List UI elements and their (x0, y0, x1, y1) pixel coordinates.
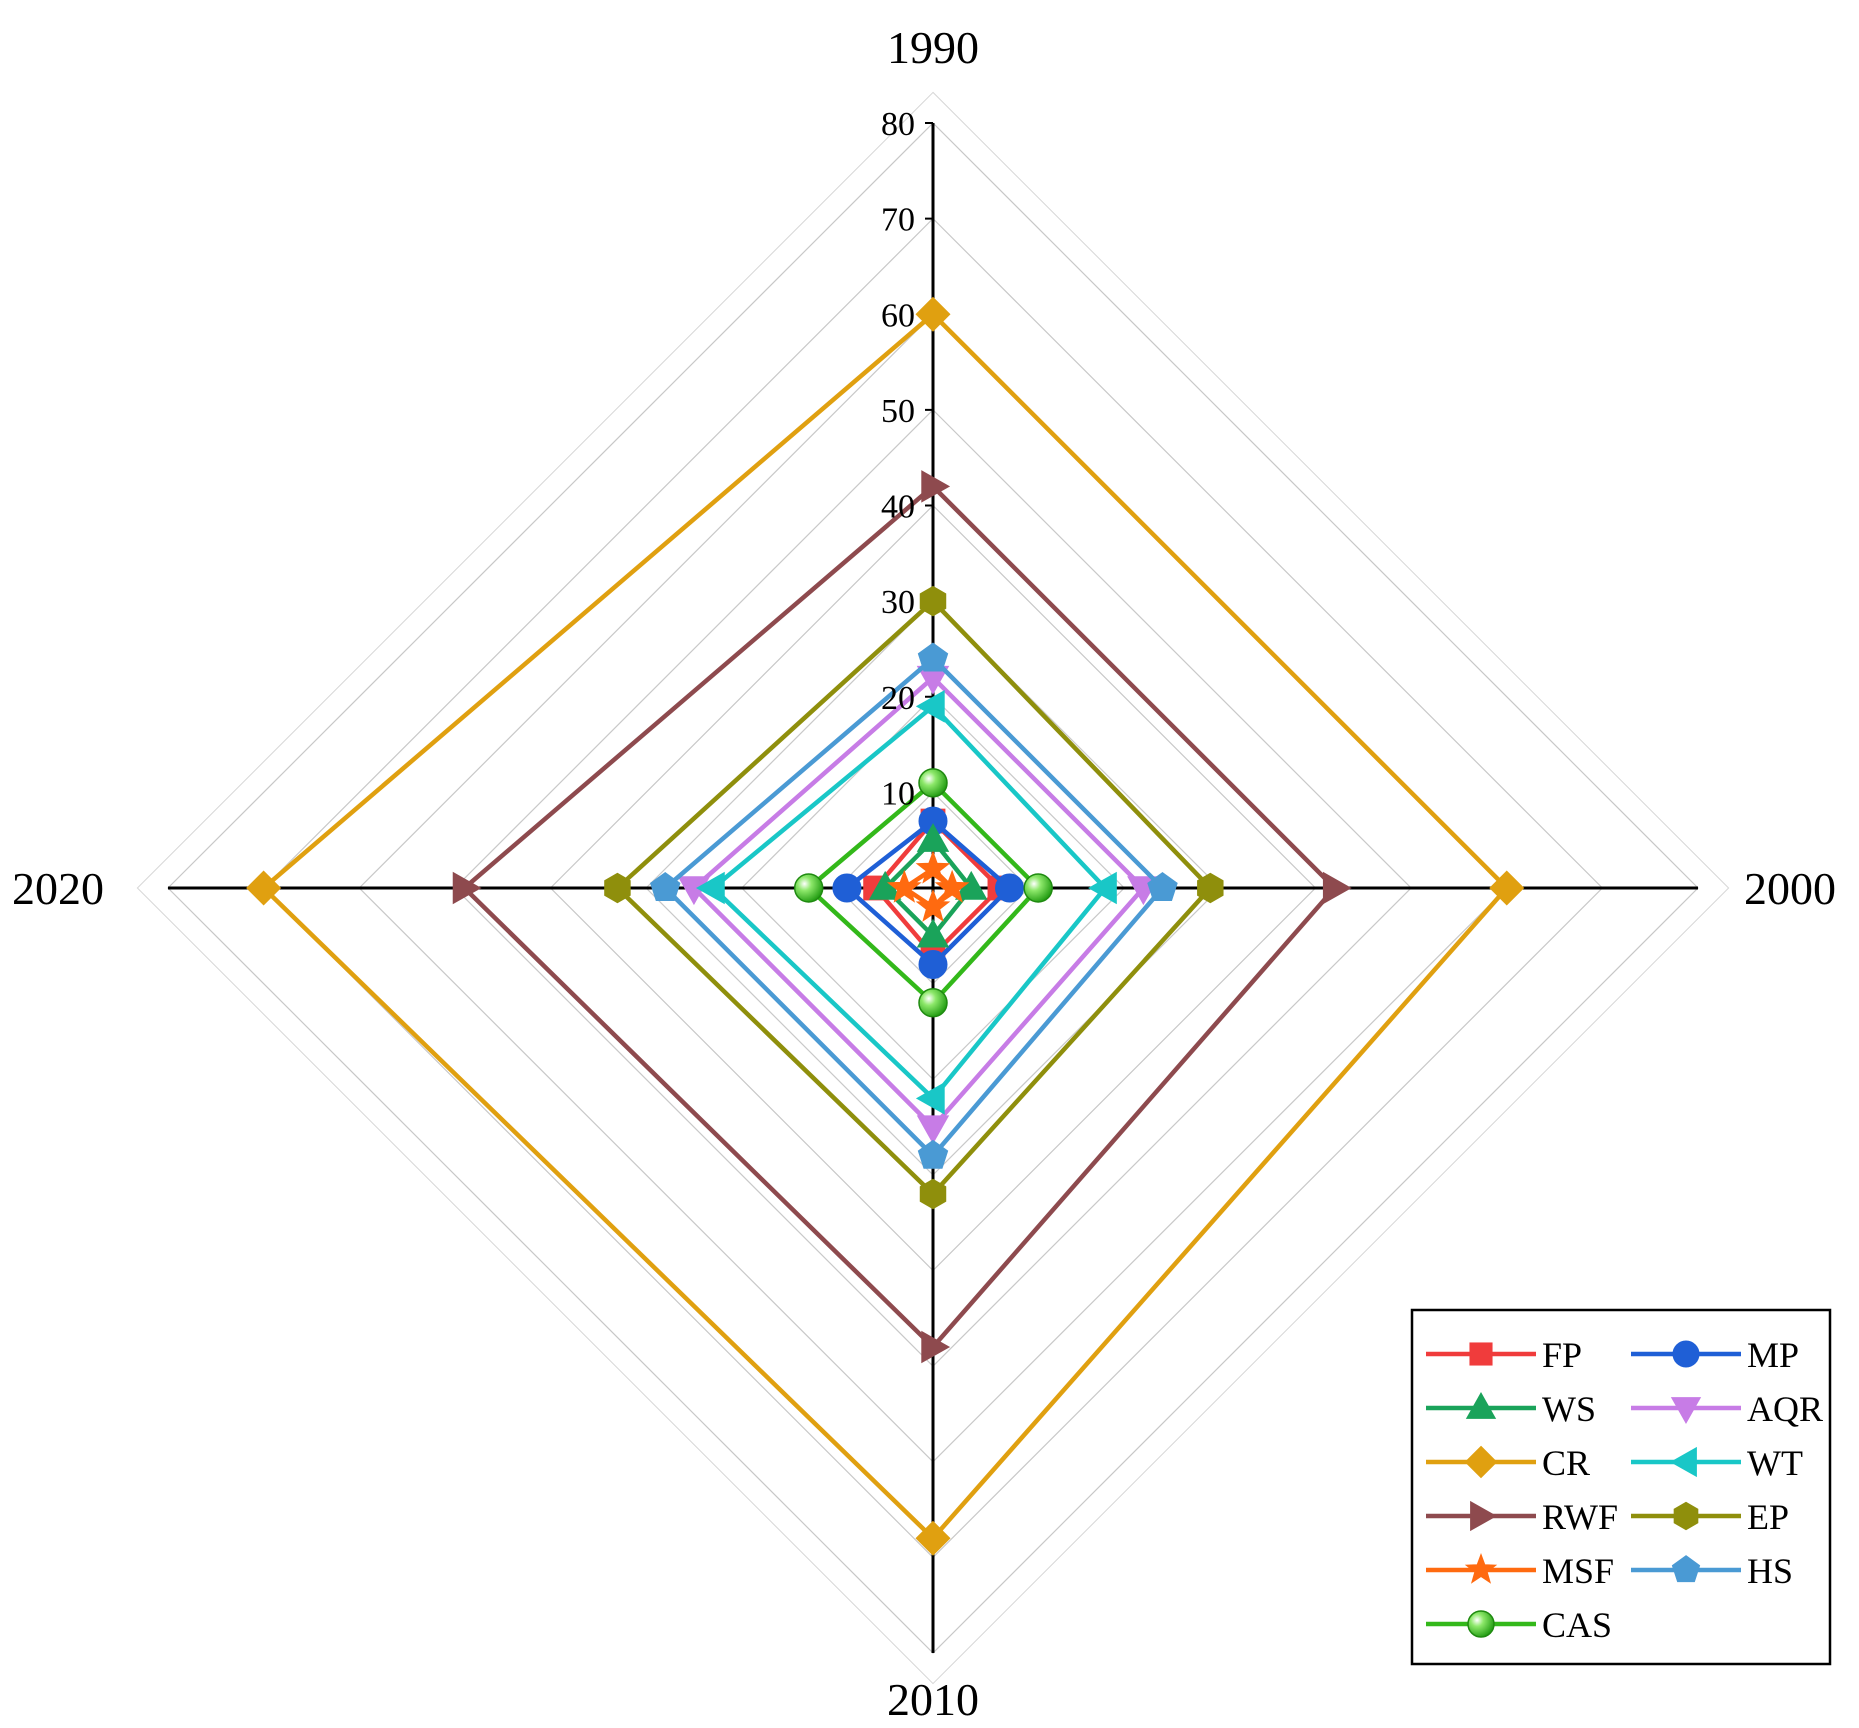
point-cas-2020 (793, 873, 824, 903)
legend-marker-wt (1670, 1446, 1697, 1478)
tick-label-60: 60 (881, 297, 915, 334)
legend-entry-mp: MP (1631, 1335, 1799, 1375)
radar-series (246, 296, 1525, 1556)
tick-label-70: 70 (881, 202, 915, 239)
radial-tick-labels: 10 20 30 40 50 60 70 80 (881, 106, 915, 812)
point-msf-2000 (934, 869, 970, 903)
point-cr-1990 (915, 296, 951, 332)
legend-entry-hs: HS (1631, 1551, 1793, 1591)
point-wt-2000 (1088, 871, 1117, 905)
legend-marker-aqr (1670, 1397, 1702, 1424)
legend-entry-msf: MSF (1426, 1551, 1614, 1591)
point-cas-1990 (918, 768, 948, 798)
legend-entry-aqr: AQR (1631, 1389, 1823, 1429)
point-cr-2000 (1489, 870, 1525, 906)
legend: FP MP WS AQR CR WT RWF EP MSF HS CAS (1410, 1308, 1832, 1666)
legend-label-rwf: RWF (1542, 1497, 1618, 1537)
legend-marker-msf (1464, 1552, 1498, 1584)
point-hs-2010 (917, 1139, 949, 1169)
tick-label-30: 30 (881, 584, 915, 621)
legend-marker-cas (1467, 1610, 1495, 1638)
axis-title-2000: 2000 (1744, 863, 1836, 914)
legend-marker-mp (1672, 1340, 1700, 1368)
legend-marker-ep (1673, 1501, 1699, 1531)
series-aqr (677, 665, 1160, 1145)
point-ep-2010 (919, 1178, 947, 1210)
axis-title-1990: 1990 (887, 22, 979, 73)
series-cas (793, 768, 1053, 1018)
legend-entry-cas: CAS (1426, 1605, 1612, 1645)
point-cas-2010 (918, 988, 948, 1018)
axis-title-2020: 2020 (12, 863, 104, 914)
point-rwf-2000 (1322, 871, 1352, 905)
legend-entry-ws: WS (1426, 1389, 1596, 1429)
legend-label-hs: HS (1747, 1551, 1793, 1591)
legend-label-fp: FP (1542, 1335, 1582, 1375)
series-rwf (452, 470, 1352, 1364)
point-msf-2020 (886, 869, 922, 903)
point-rwf-2010 (921, 1330, 951, 1364)
legend-marker-rwf (1470, 1500, 1497, 1532)
tick-label-10: 10 (881, 775, 915, 812)
point-rwf-2020 (452, 871, 482, 905)
series-mp (832, 806, 1024, 979)
legend-label-ws: WS (1542, 1389, 1596, 1429)
legend-label-msf: MSF (1542, 1551, 1614, 1591)
legend-marker-hs (1671, 1555, 1701, 1583)
legend-marker-fp (1469, 1342, 1493, 1366)
series-ws (868, 823, 988, 948)
tick-label-80: 80 (881, 106, 915, 143)
series-ep (604, 585, 1224, 1210)
series-hs (650, 642, 1178, 1169)
series-cr (246, 296, 1525, 1556)
point-cr-2010 (915, 1520, 951, 1556)
legend-box (1410, 1308, 1832, 1666)
tick-label-50: 50 (881, 393, 915, 430)
tick-label-40: 40 (881, 489, 915, 526)
legend-label-mp: MP (1747, 1335, 1799, 1375)
legend-label-ep: EP (1747, 1497, 1789, 1537)
point-hs-2020 (650, 871, 681, 901)
point-msf-2010 (915, 888, 951, 922)
grid-outer (136, 91, 1730, 1685)
tick-label-20: 20 (881, 680, 915, 717)
point-mp-2020 (832, 873, 862, 903)
legend-entry-cr: CR (1426, 1443, 1590, 1483)
point-wt-2020 (695, 871, 725, 905)
point-ws-2010 (916, 918, 950, 948)
point-mp-2010 (918, 950, 948, 979)
point-ep-2020 (604, 872, 631, 904)
legend-label-aqr: AQR (1747, 1389, 1823, 1429)
axis-title-2010: 2010 (887, 1674, 979, 1725)
point-wt-2010 (915, 1082, 945, 1115)
legend-marker-ws (1465, 1392, 1497, 1419)
point-mp-2000 (995, 873, 1024, 903)
legend-label-wt: WT (1747, 1443, 1803, 1483)
point-hs-1990 (917, 642, 949, 672)
legend-entry-wt: WT (1631, 1443, 1803, 1483)
legend-entry-fp: FP (1426, 1335, 1582, 1375)
legend-label-cr: CR (1542, 1443, 1590, 1483)
point-aqr-2010 (916, 1115, 950, 1145)
point-ep-1990 (919, 585, 947, 617)
point-wt-1990 (915, 690, 945, 723)
point-hs-2000 (1147, 871, 1178, 901)
legend-marker-cr (1464, 1445, 1498, 1479)
point-rwf-1990 (921, 470, 951, 503)
legend-label-cas: CAS (1542, 1605, 1612, 1645)
point-cas-2000 (1023, 873, 1053, 903)
point-cr-2020 (246, 870, 282, 906)
series-wt (695, 690, 1117, 1115)
point-msf-1990 (915, 850, 951, 884)
series-msf (886, 850, 970, 922)
legend-entry-rwf: RWF (1426, 1497, 1618, 1537)
legend-entry-ep: EP (1631, 1497, 1789, 1537)
point-ep-2000 (1197, 872, 1224, 904)
